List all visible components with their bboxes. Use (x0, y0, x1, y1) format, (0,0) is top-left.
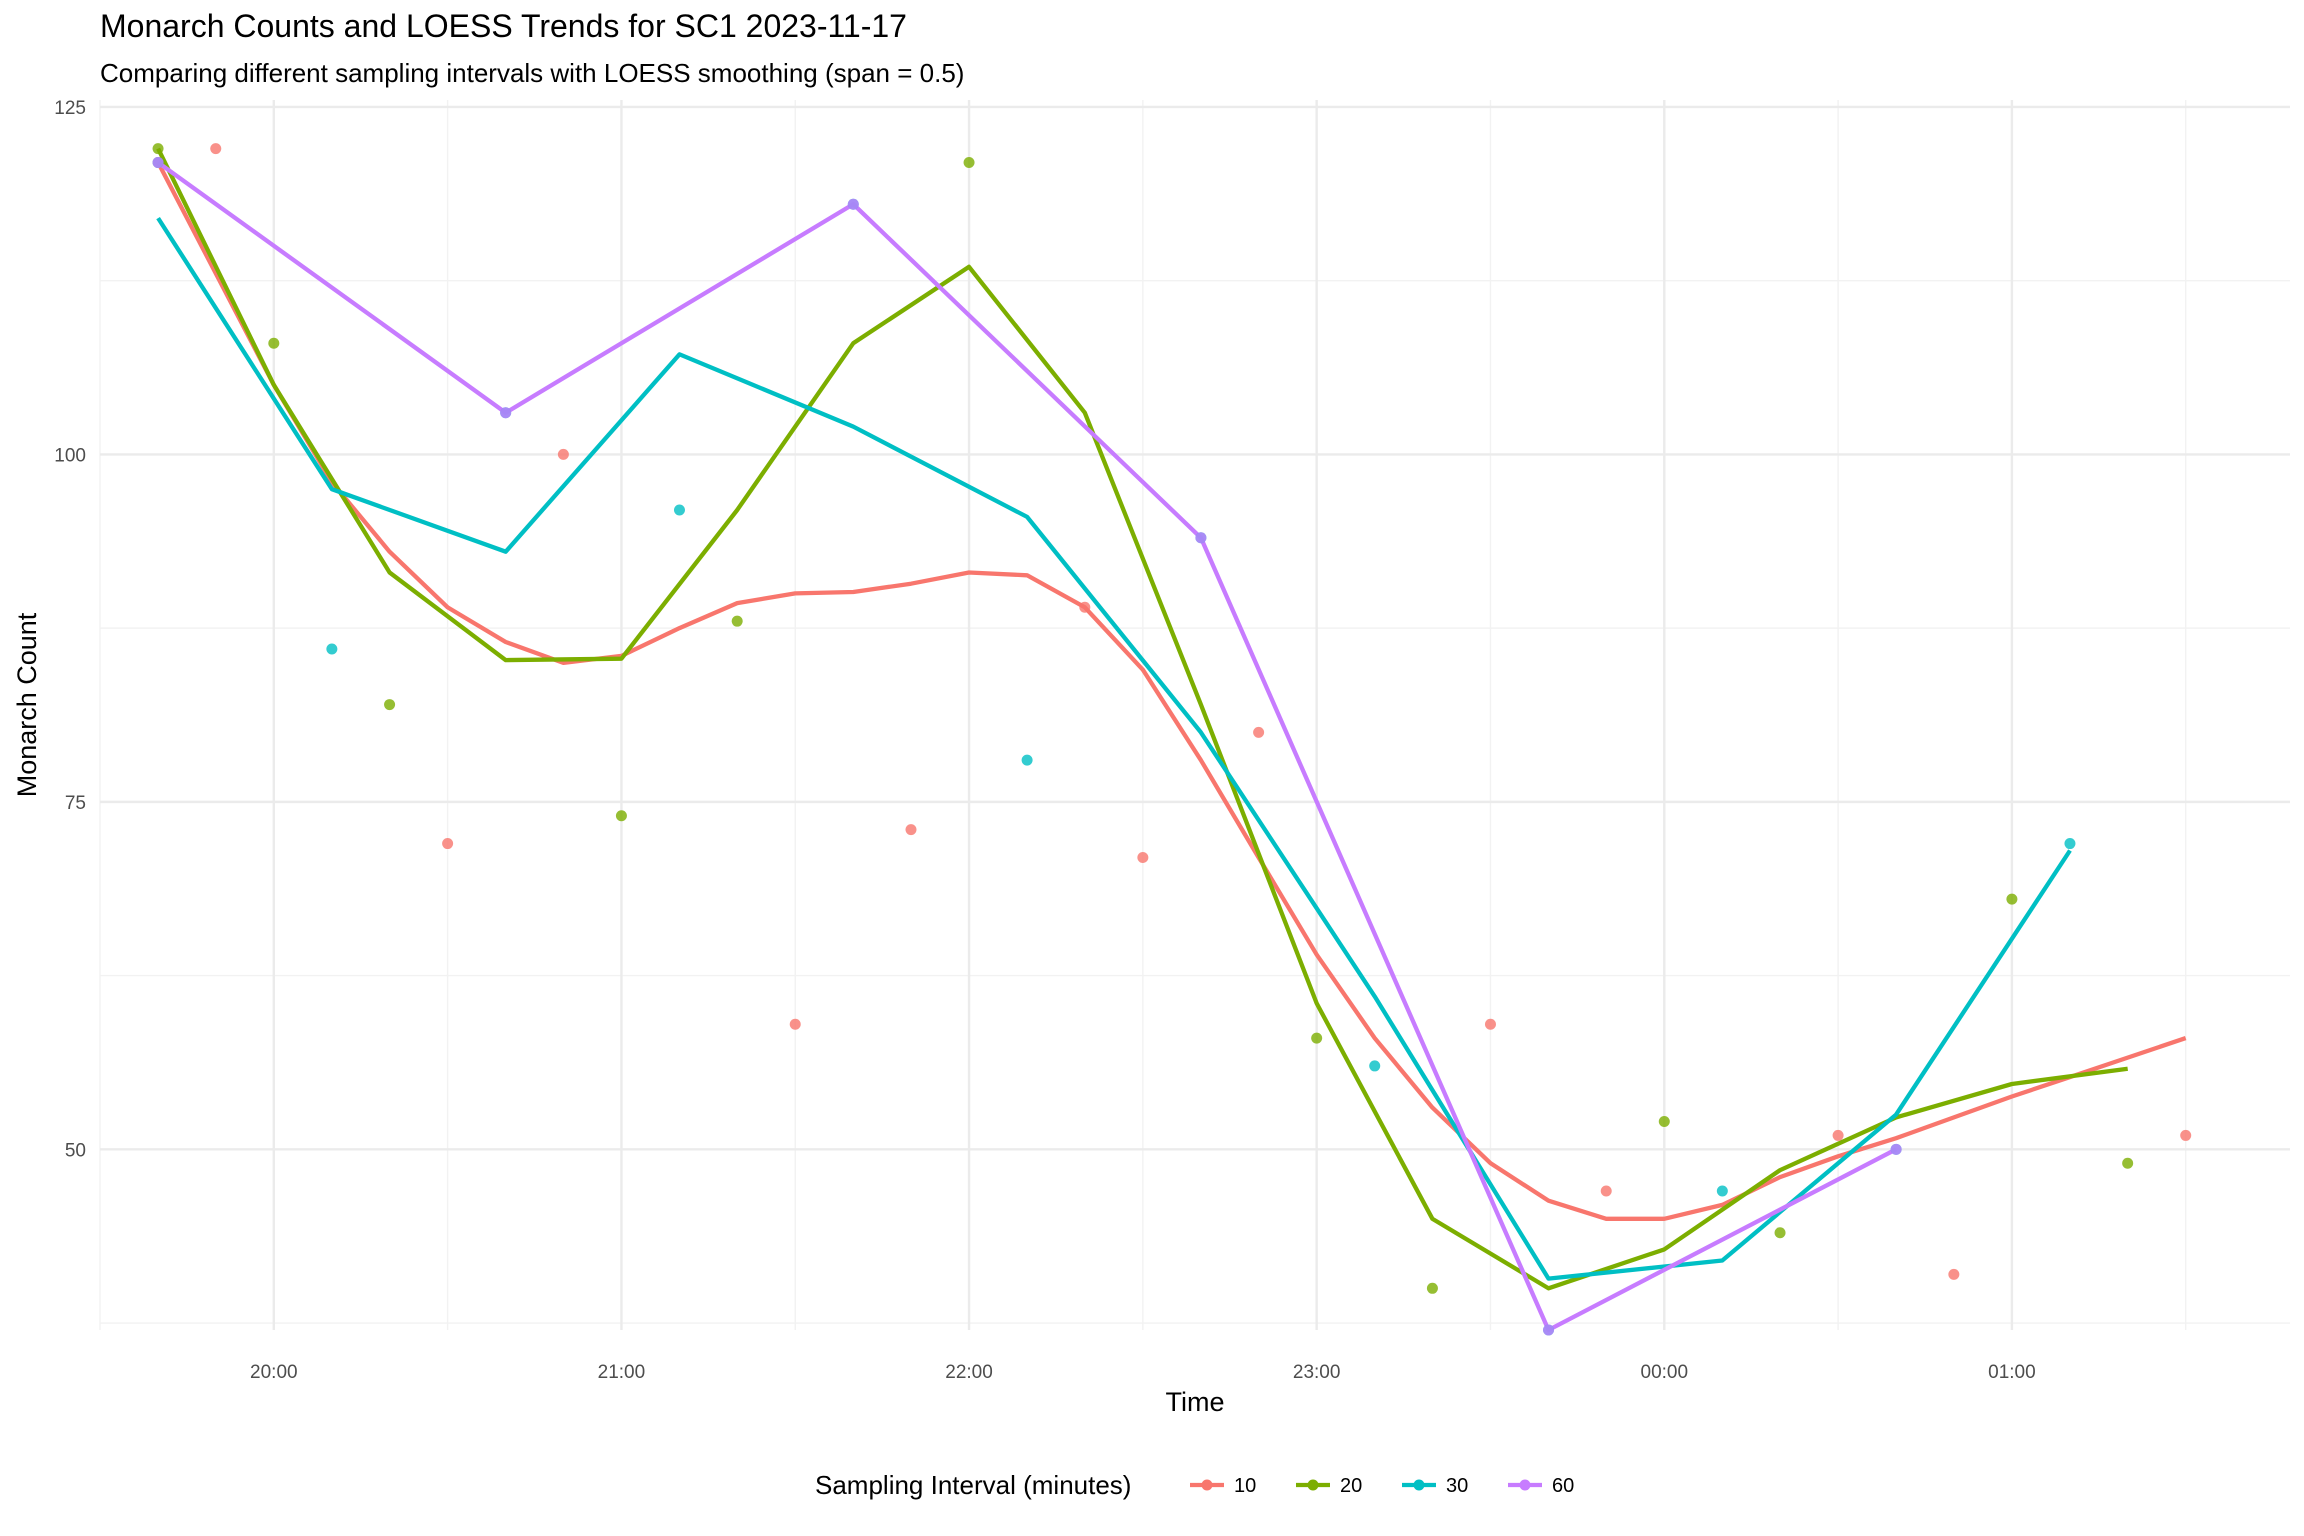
data-point-20 (384, 699, 396, 711)
legend-key-dot-10 (1201, 1479, 1213, 1491)
data-point-20 (1658, 1116, 1670, 1128)
data-point-20 (2006, 893, 2018, 905)
data-point-10 (210, 143, 222, 155)
legend-title: Sampling Interval (minutes) (815, 1470, 1131, 1500)
data-point-30 (1369, 1060, 1381, 1072)
legend-label-60: 60 (1552, 1475, 1574, 1497)
data-point-10 (905, 824, 917, 836)
y-tick-label: 75 (65, 793, 86, 814)
data-point-20 (1426, 1282, 1438, 1294)
data-point-10 (789, 1018, 801, 1030)
chart-title: Monarch Counts and LOESS Trends for SC1 … (100, 8, 907, 44)
trend-line-20 (156, 147, 2128, 1291)
trend-line-10 (156, 161, 2187, 1221)
data-point-30 (673, 504, 685, 516)
y-tick-label: 50 (65, 1140, 86, 1161)
data-point-20 (2122, 1157, 2134, 1169)
x-tick-label: 21:00 (598, 1362, 646, 1383)
data-points-layer (152, 143, 2192, 1336)
trend-line-60 (156, 160, 1898, 1333)
grid-minor-layer (99, 100, 2290, 1330)
data-point-30 (326, 643, 338, 655)
data-point-10 (1948, 1268, 1960, 1280)
data-point-20 (1774, 1227, 1786, 1239)
grid-major-layer (100, 100, 2290, 1330)
data-point-10 (1079, 601, 1091, 613)
x-tick-label: 22:00 (945, 1362, 993, 1383)
data-point-10 (1600, 1185, 1612, 1197)
data-point-20 (152, 143, 164, 155)
x-tick-label: 23:00 (1293, 1362, 1341, 1383)
legend-label-20: 20 (1340, 1475, 1362, 1497)
data-point-60 (500, 407, 512, 419)
data-point-10 (442, 838, 454, 850)
x-tick-label: 00:00 (1641, 1362, 1689, 1383)
data-point-10 (1253, 726, 1265, 738)
data-point-60 (847, 198, 859, 210)
legend-key-dot-20 (1307, 1479, 1319, 1491)
data-point-20 (731, 615, 743, 627)
data-point-60 (1543, 1324, 1555, 1336)
legend-label-10: 10 (1234, 1475, 1256, 1497)
data-point-20 (1311, 1032, 1323, 1044)
y-tick-layer: 50 75 100 125 (54, 98, 86, 1161)
legend-key-dot-60 (1519, 1479, 1531, 1491)
data-point-10 (2180, 1129, 2192, 1141)
x-axis-title: Time (1166, 1387, 1225, 1417)
data-point-60 (1195, 532, 1207, 544)
data-point-10 (1832, 1129, 1844, 1141)
y-tick-label: 100 (54, 445, 86, 466)
x-tick-label: 20:00 (250, 1362, 298, 1383)
data-point-20 (268, 337, 280, 349)
legend-label-30: 30 (1446, 1475, 1468, 1497)
trend-lines-layer (156, 147, 2187, 1333)
data-point-20 (615, 810, 627, 822)
trend-line-30 (156, 216, 2072, 1281)
data-point-30 (1716, 1185, 1728, 1197)
data-point-30 (1021, 754, 1033, 766)
legend-key-dot-30 (1413, 1479, 1425, 1491)
data-point-10 (1484, 1018, 1496, 1030)
y-tick-label: 125 (54, 98, 86, 119)
data-point-60 (1890, 1143, 1902, 1155)
data-point-20 (963, 157, 975, 169)
data-point-10 (557, 448, 569, 460)
x-tick-label: 01:00 (1988, 1362, 2036, 1383)
data-point-10 (1137, 851, 1149, 863)
y-axis-title: Monarch Count (12, 612, 42, 797)
data-point-60 (152, 157, 164, 169)
legend: Sampling Interval (minutes) 10 20 30 60 (815, 1470, 1574, 1500)
data-point-30 (2064, 838, 2076, 850)
chart-subtitle: Comparing different sampling intervals w… (100, 58, 964, 88)
x-tick-layer: 20:00 21:00 22:00 23:00 00:00 01:00 (250, 1362, 2036, 1383)
